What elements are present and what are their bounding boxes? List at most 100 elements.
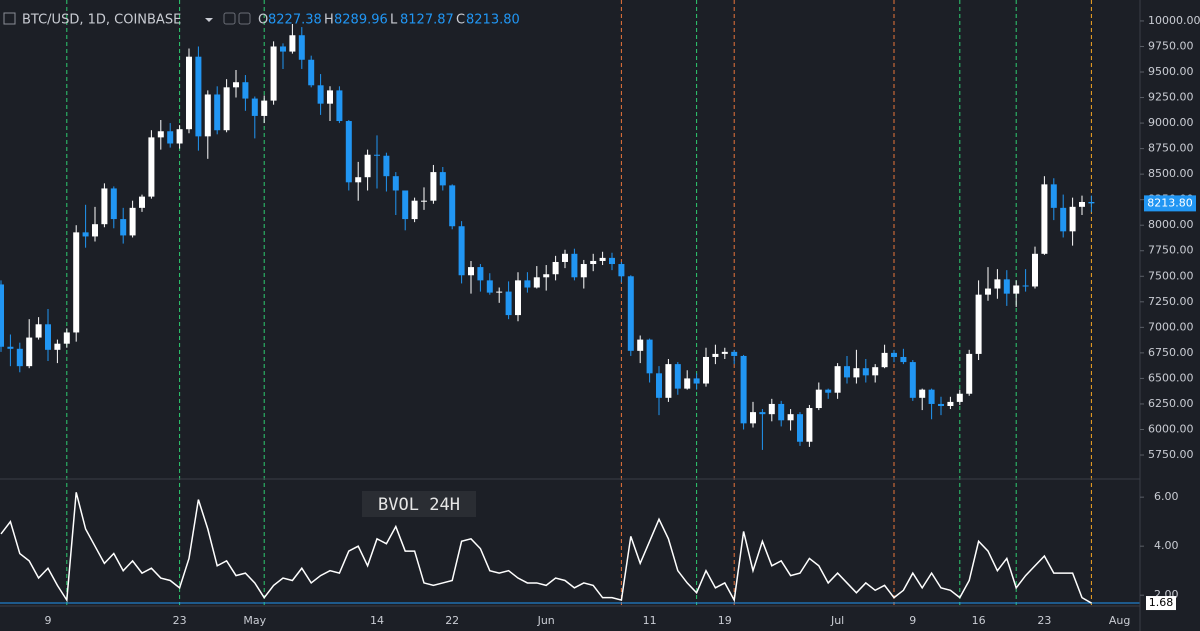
candle-body bbox=[919, 389, 926, 398]
candle-body bbox=[63, 332, 70, 344]
candle-body bbox=[740, 355, 747, 424]
candle-body bbox=[985, 288, 991, 295]
candle-body bbox=[345, 121, 352, 183]
candle-body bbox=[496, 291, 503, 293]
x-tick-label: 23 bbox=[1037, 614, 1051, 627]
candle-body bbox=[82, 232, 89, 237]
candle-body bbox=[834, 366, 841, 393]
candle-body bbox=[768, 403, 775, 415]
ohlc-value: 8127.87 bbox=[400, 13, 454, 28]
candle-body bbox=[26, 337, 33, 367]
candle-body bbox=[637, 339, 644, 351]
candle-body bbox=[844, 366, 850, 378]
candle-body bbox=[289, 35, 296, 52]
candle-body bbox=[806, 408, 813, 442]
y-tick-label: 6000.00 bbox=[1148, 422, 1194, 435]
candle-body bbox=[1088, 201, 1095, 204]
candle-body bbox=[214, 94, 221, 131]
candle-body bbox=[261, 100, 268, 116]
candle-body bbox=[486, 280, 493, 293]
dropdown-arrow[interactable] bbox=[205, 18, 213, 22]
candle-body bbox=[402, 190, 409, 220]
last-price-box bbox=[1144, 195, 1196, 212]
candle-body bbox=[721, 351, 728, 354]
candle-body bbox=[242, 82, 249, 99]
y-tick-label: 7250.00 bbox=[1148, 295, 1194, 308]
y-tick-label: 9750.00 bbox=[1148, 39, 1194, 52]
y-tick-label: 9000.00 bbox=[1148, 116, 1194, 129]
plot-layer bbox=[0, 0, 1140, 605]
ohlc-value: 8289.96 bbox=[334, 13, 388, 28]
hide-icon[interactable] bbox=[238, 12, 251, 25]
candle-body bbox=[646, 339, 653, 374]
ohlc-letter: L bbox=[390, 13, 398, 28]
y-tick-label: 6750.00 bbox=[1148, 346, 1194, 359]
candle-body bbox=[186, 56, 192, 130]
candle-body bbox=[1069, 206, 1076, 232]
candle-body bbox=[1060, 207, 1067, 232]
settings-icon[interactable] bbox=[223, 12, 236, 25]
candle-body bbox=[336, 90, 343, 122]
y-tick-label: 7000.00 bbox=[1148, 320, 1194, 333]
candle-body bbox=[7, 346, 14, 349]
candle-body bbox=[176, 129, 183, 144]
y-tick-label: 6.00 bbox=[1154, 490, 1179, 503]
candle-body bbox=[872, 367, 879, 376]
y-tick-label: 6500.00 bbox=[1148, 371, 1194, 384]
indicator-title: BVOL 24H bbox=[378, 495, 460, 515]
candle-body bbox=[251, 98, 258, 116]
candle-body bbox=[571, 253, 578, 278]
candle-body bbox=[54, 343, 61, 350]
candle-body bbox=[750, 412, 756, 424]
candle-body bbox=[862, 368, 869, 376]
y-tick-label: 8000.00 bbox=[1148, 218, 1194, 231]
candle-body bbox=[515, 280, 521, 316]
candle-body bbox=[364, 154, 371, 178]
candle-body bbox=[16, 348, 23, 367]
candle-body bbox=[928, 389, 935, 404]
symbol-title[interactable]: BTC/USD, 1D, COINBASE bbox=[22, 13, 181, 28]
candle-body bbox=[1079, 201, 1085, 207]
candle-body bbox=[787, 414, 794, 421]
candle-body bbox=[1003, 279, 1010, 294]
candle-body bbox=[468, 267, 474, 276]
x-tick-label: 9 bbox=[909, 614, 916, 627]
last-value-box bbox=[1146, 596, 1176, 611]
ohlc-header: O 8227.38 H 8289.96 L 8127.87 C 8213.80 bbox=[258, 13, 520, 28]
x-tick-label: 19 bbox=[718, 614, 732, 627]
candle-body bbox=[627, 276, 634, 351]
ohlc-value: 8213.80 bbox=[466, 13, 520, 28]
x-tick-label: May bbox=[243, 614, 266, 627]
candle-body bbox=[665, 364, 672, 398]
candle-body bbox=[778, 403, 785, 421]
candle-body bbox=[994, 279, 1001, 289]
candle-body bbox=[1032, 253, 1038, 287]
candle-body bbox=[223, 87, 230, 131]
candle-body bbox=[1013, 285, 1020, 294]
y-tick-label: 9500.00 bbox=[1148, 65, 1194, 78]
candle-body bbox=[92, 224, 98, 237]
candle-body bbox=[590, 260, 597, 265]
indicator-label-box bbox=[362, 491, 476, 517]
candle-body bbox=[327, 90, 333, 104]
candle-body bbox=[195, 56, 202, 137]
symbol-icon[interactable] bbox=[3, 12, 16, 25]
candle-body bbox=[374, 154, 380, 156]
candle-body bbox=[703, 356, 709, 384]
candle-body bbox=[233, 82, 239, 88]
candle-body bbox=[449, 185, 456, 227]
candle-body bbox=[891, 352, 897, 357]
candle-body bbox=[439, 172, 446, 186]
candle-body bbox=[383, 155, 390, 177]
candle-body bbox=[853, 368, 860, 378]
candle-body bbox=[157, 131, 164, 138]
candle-body bbox=[609, 257, 615, 265]
candle-body bbox=[458, 226, 465, 276]
y-tick-label: 4.00 bbox=[1154, 539, 1179, 552]
candle-body bbox=[101, 188, 108, 225]
candle-body bbox=[430, 172, 437, 201]
last-price-label: 8213.80 bbox=[1147, 196, 1193, 209]
candle-body bbox=[1022, 285, 1029, 287]
candle-body bbox=[759, 412, 766, 415]
candle-body bbox=[298, 35, 305, 60]
